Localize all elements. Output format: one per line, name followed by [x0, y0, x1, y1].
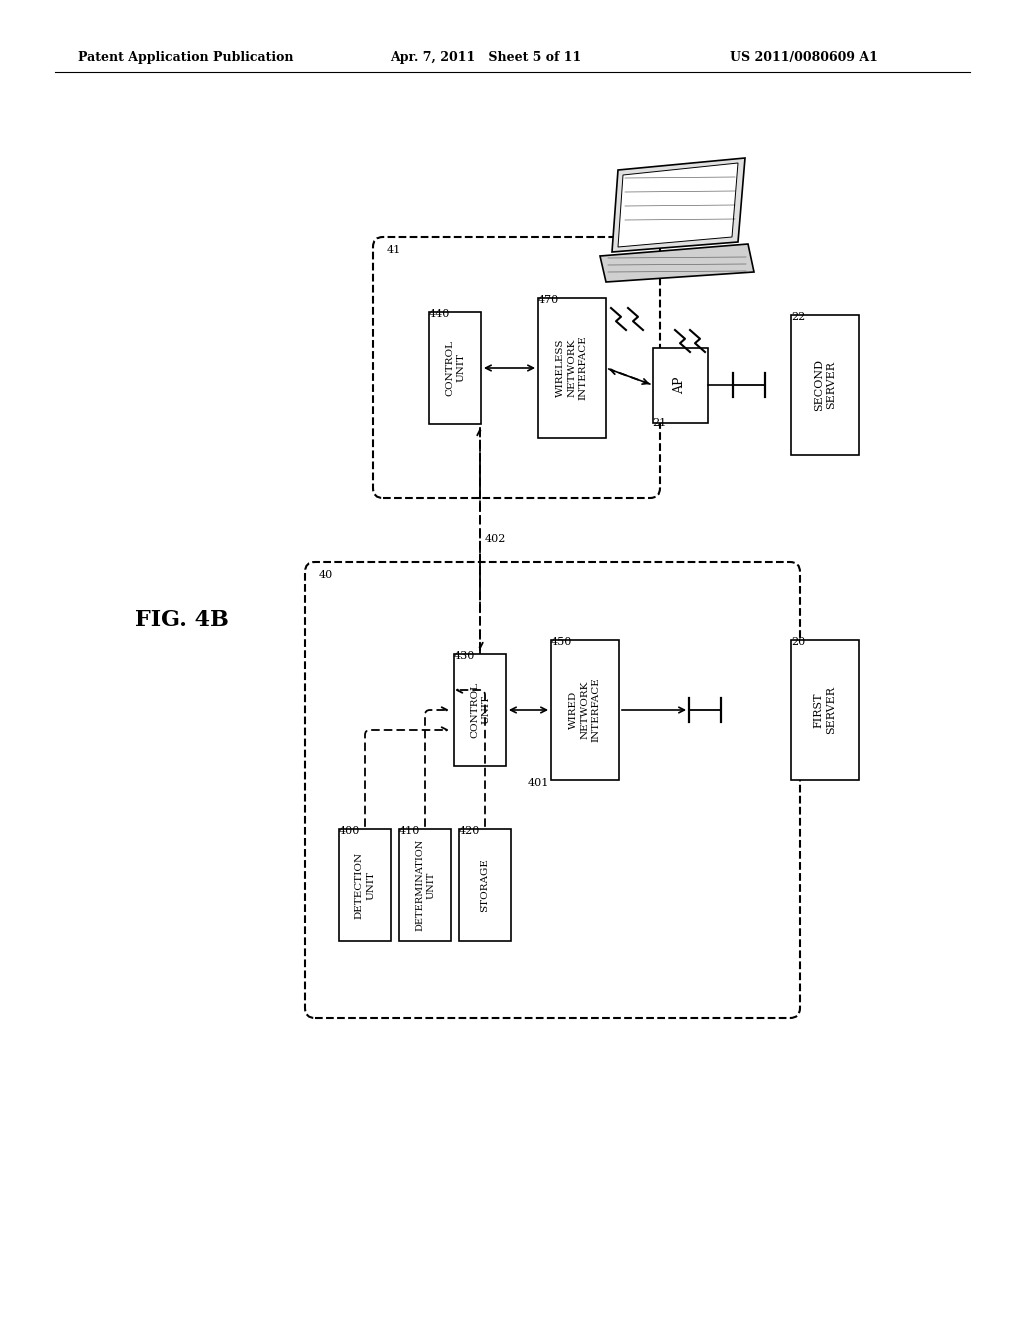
Text: FIRST
SERVER: FIRST SERVER: [814, 686, 837, 734]
Text: CONTROL
UNIT: CONTROL UNIT: [445, 341, 465, 396]
Text: 410: 410: [399, 826, 421, 836]
Text: WIRELESS
NETWORK
INTERFACE: WIRELESS NETWORK INTERFACE: [556, 335, 588, 400]
Text: Patent Application Publication: Patent Application Publication: [78, 51, 294, 65]
Bar: [459, 829, 511, 941]
Text: 22: 22: [791, 312, 805, 322]
Bar: [538, 298, 606, 438]
Polygon shape: [600, 244, 754, 282]
Text: CONTROL
UNIT: CONTROL UNIT: [470, 682, 490, 738]
Bar: [551, 640, 618, 780]
Text: WIRED
NETWORK
INTERFACE: WIRED NETWORK INTERFACE: [569, 677, 601, 742]
Text: AP: AP: [674, 376, 686, 393]
Text: 440: 440: [429, 309, 451, 319]
Text: 430: 430: [454, 651, 475, 661]
Text: 470: 470: [538, 294, 559, 305]
Bar: [339, 829, 391, 941]
Text: US 2011/0080609 A1: US 2011/0080609 A1: [730, 51, 878, 65]
Bar: [791, 640, 859, 780]
Text: 41: 41: [387, 246, 401, 255]
Bar: [791, 315, 859, 455]
Text: 402: 402: [485, 535, 507, 544]
Text: Apr. 7, 2011   Sheet 5 of 11: Apr. 7, 2011 Sheet 5 of 11: [390, 51, 582, 65]
Text: FIG. 4B: FIG. 4B: [135, 609, 229, 631]
Text: DETERMINATION
UNIT: DETERMINATION UNIT: [415, 840, 435, 931]
Bar: [399, 829, 451, 941]
FancyBboxPatch shape: [373, 238, 660, 498]
Polygon shape: [618, 162, 738, 247]
Bar: [454, 653, 506, 766]
Text: DETECTION
UNIT: DETECTION UNIT: [355, 851, 375, 919]
Text: SECOND
SERVER: SECOND SERVER: [814, 359, 837, 411]
Bar: [429, 312, 481, 424]
Text: 20: 20: [791, 638, 805, 647]
Text: 21: 21: [652, 418, 667, 429]
Text: 40: 40: [319, 570, 333, 579]
Text: 450: 450: [551, 638, 572, 647]
Text: 400: 400: [339, 826, 360, 836]
Bar: [652, 347, 708, 422]
FancyBboxPatch shape: [305, 562, 800, 1018]
Polygon shape: [612, 158, 745, 252]
Text: 420: 420: [459, 826, 480, 836]
Text: STORAGE: STORAGE: [480, 858, 489, 912]
Text: 401: 401: [527, 777, 549, 788]
